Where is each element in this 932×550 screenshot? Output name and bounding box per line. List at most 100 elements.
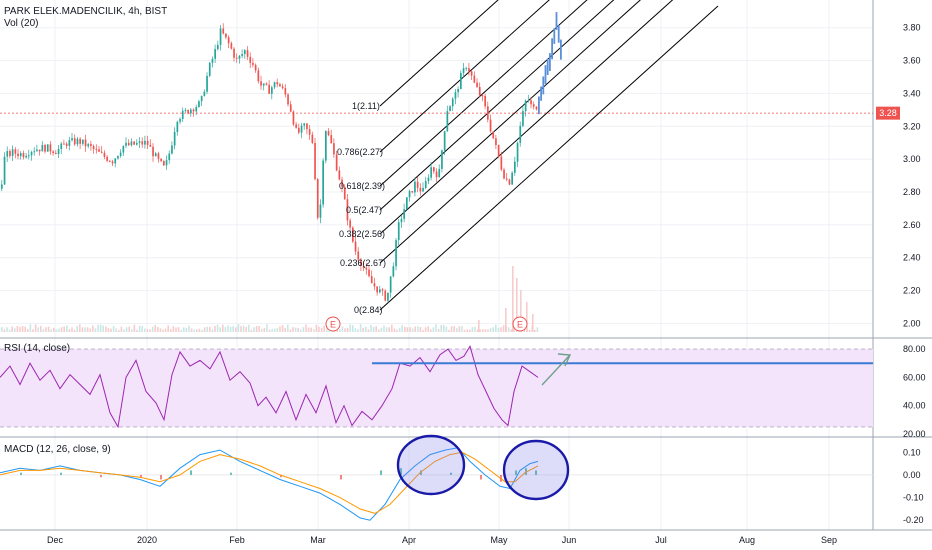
volume-bar bbox=[29, 324, 32, 332]
volume-bar bbox=[227, 325, 229, 332]
time-axis[interactable]: Dec 2020 Feb Mar Apr May Jun Jul Aug Sep bbox=[47, 535, 837, 545]
volume-bar bbox=[151, 326, 154, 332]
rsi-band bbox=[0, 349, 873, 427]
candle-body bbox=[265, 83, 268, 85]
fib-level-label: 1(2.11) bbox=[352, 101, 380, 111]
candle-body bbox=[257, 70, 260, 82]
candle-body bbox=[392, 266, 395, 277]
volume-bar bbox=[536, 327, 539, 332]
candle-body bbox=[279, 84, 281, 87]
fib-channel[interactable] bbox=[379, 0, 719, 311]
candle-body bbox=[292, 111, 295, 125]
volume-bar bbox=[424, 327, 427, 332]
volume-bar bbox=[229, 326, 232, 332]
fib-channel-line bbox=[497, 5, 719, 205]
volume-bar bbox=[341, 326, 344, 332]
projection-bar bbox=[557, 25, 560, 43]
candle-body bbox=[316, 179, 319, 218]
fib-channel-line bbox=[497, 0, 550, 47]
volume-bar bbox=[216, 324, 219, 332]
candle-body bbox=[397, 222, 400, 241]
fib-level-label: 0.786(2.27) bbox=[337, 147, 383, 157]
volume-bar bbox=[463, 329, 466, 332]
volume-bar bbox=[193, 329, 195, 332]
volume-bar bbox=[123, 329, 125, 332]
volume-bar bbox=[469, 329, 471, 332]
volume-bar bbox=[419, 327, 422, 332]
macd-histogram-bar bbox=[400, 468, 402, 475]
candle-body bbox=[284, 88, 287, 95]
volume-bar bbox=[500, 327, 502, 332]
volume-bar bbox=[45, 327, 47, 332]
candle-body bbox=[30, 151, 33, 156]
fib-channel-line bbox=[379, 156, 499, 264]
candle-body bbox=[508, 179, 511, 185]
volume-bar bbox=[453, 326, 455, 332]
candle-body bbox=[422, 187, 424, 192]
volume-bar bbox=[11, 326, 13, 332]
projection-bar bbox=[549, 53, 551, 72]
fib-channel-line bbox=[379, 203, 499, 311]
price-tick-label: 3.20 bbox=[903, 121, 921, 131]
candle-body bbox=[208, 62, 211, 76]
volume-bar bbox=[432, 327, 435, 332]
macd-histogram-bar bbox=[190, 470, 192, 475]
price-tick-label: 2.20 bbox=[903, 286, 921, 296]
candle-body bbox=[95, 149, 98, 151]
candle-body bbox=[181, 110, 184, 120]
highlight-circle-may[interactable] bbox=[502, 439, 570, 501]
macd-histogram-bar bbox=[535, 470, 537, 475]
candle-body bbox=[71, 138, 73, 141]
volume-bar bbox=[344, 328, 346, 332]
candle-body bbox=[487, 106, 489, 120]
time-axis-label: Aug bbox=[739, 535, 755, 545]
volume-bar bbox=[14, 328, 16, 332]
volume-bar bbox=[172, 326, 175, 332]
candle-body bbox=[484, 95, 486, 107]
volume-bar bbox=[196, 329, 198, 332]
earnings-marker[interactable]: E bbox=[512, 316, 528, 332]
candle-body bbox=[19, 153, 22, 157]
candle-body bbox=[365, 267, 368, 270]
macd-histogram-bar bbox=[340, 474, 342, 480]
candle-body bbox=[165, 160, 168, 166]
volume-bar bbox=[474, 326, 476, 332]
candle-body bbox=[516, 142, 519, 162]
volume-bar bbox=[170, 329, 172, 332]
candle-body bbox=[114, 158, 117, 164]
candle-body bbox=[44, 144, 46, 152]
volume-bar bbox=[362, 327, 364, 332]
symbol-title: PARK ELEK.MADENCILIK, 4h, BIST bbox=[4, 6, 167, 17]
macd-histogram-bar bbox=[160, 474, 162, 480]
volume-bar bbox=[370, 325, 372, 332]
volume-bar bbox=[224, 327, 227, 332]
price-tick-label: 2.60 bbox=[903, 220, 921, 230]
volume-bar bbox=[92, 325, 94, 332]
candle-body bbox=[443, 131, 446, 151]
candle-body bbox=[357, 251, 360, 260]
candle-body bbox=[333, 143, 335, 155]
volume-bar bbox=[513, 327, 515, 332]
rsi-scale: 80.00 60.00 40.00 20.00 bbox=[903, 344, 926, 439]
candle-body bbox=[465, 68, 468, 70]
candle-body bbox=[406, 197, 408, 210]
highlight-circle-april[interactable] bbox=[396, 434, 466, 496]
volume-bar bbox=[495, 324, 497, 332]
candle-body bbox=[349, 220, 351, 228]
candle-body bbox=[449, 106, 451, 112]
price-scale[interactable]: 3.80 3.60 3.40 3.20 3.00 2.80 2.60 2.40 2.20 2.00 bbox=[903, 23, 921, 329]
earnings-marker[interactable]: E bbox=[325, 316, 341, 332]
signal-line bbox=[0, 451, 539, 514]
candle-body bbox=[187, 110, 189, 114]
volume-bar bbox=[58, 328, 60, 332]
candle-body bbox=[225, 33, 227, 38]
projection-bars[interactable] bbox=[538, 12, 562, 115]
volume-bar bbox=[53, 327, 55, 332]
volume-bar bbox=[284, 327, 286, 332]
rsi-arrow[interactable] bbox=[541, 353, 572, 386]
volume-bar bbox=[263, 328, 266, 332]
candle-body bbox=[92, 146, 95, 150]
volume-bar bbox=[482, 329, 484, 332]
macd-histogram-bar bbox=[100, 474, 102, 478]
volume-bar bbox=[367, 329, 370, 332]
